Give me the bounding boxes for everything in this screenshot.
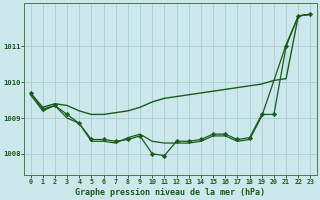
X-axis label: Graphe pression niveau de la mer (hPa): Graphe pression niveau de la mer (hPa): [76, 188, 266, 197]
